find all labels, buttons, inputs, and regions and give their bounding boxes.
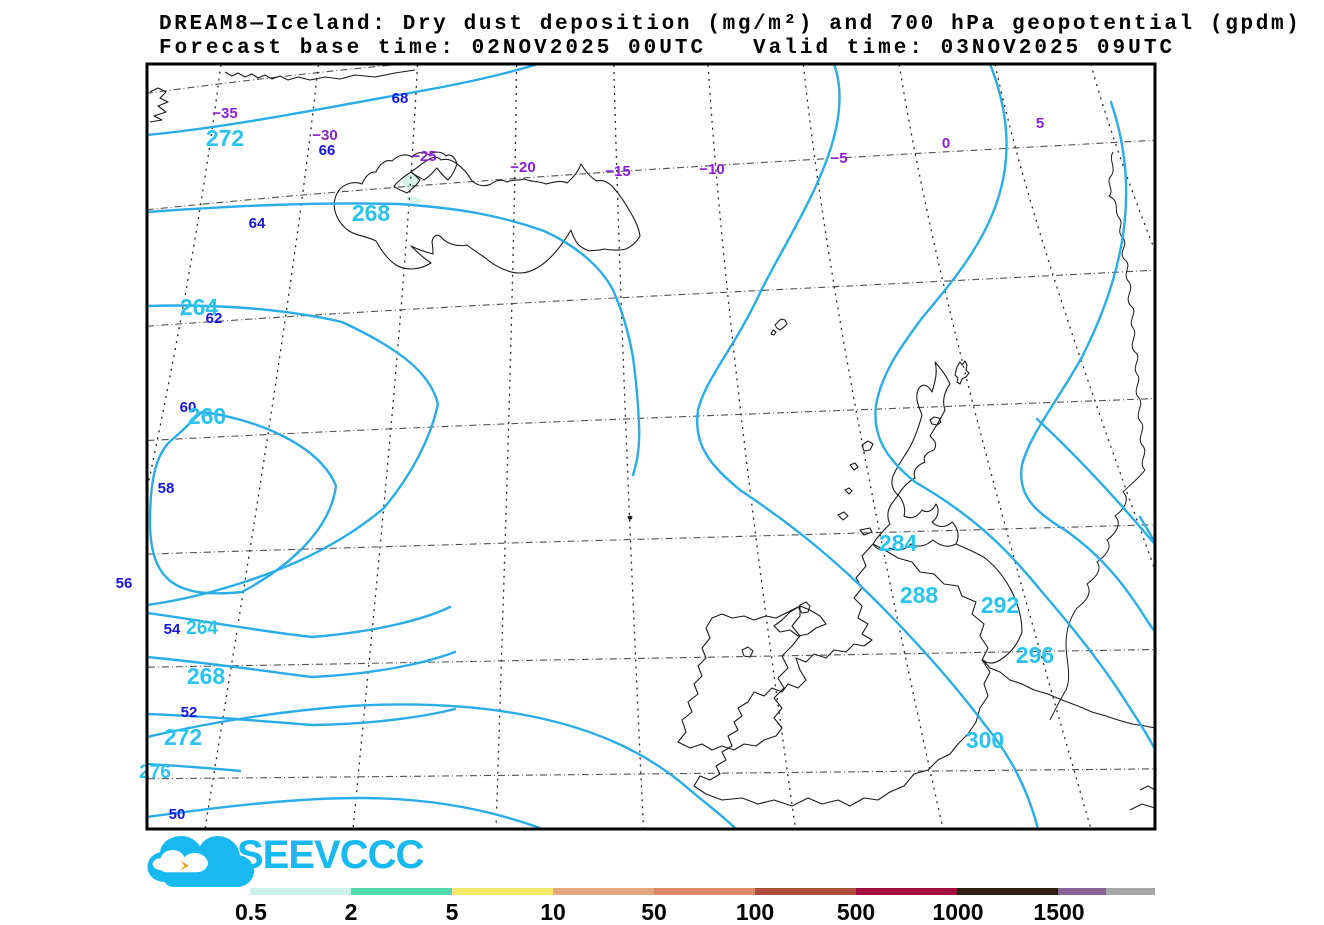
- svg-text:500: 500: [837, 899, 875, 925]
- svg-text:50: 50: [641, 899, 667, 925]
- svg-text:2: 2: [345, 899, 358, 925]
- svg-text:−5: −5: [830, 150, 847, 167]
- svg-text:292: 292: [981, 592, 1019, 618]
- svg-text:56: 56: [116, 575, 133, 592]
- svg-text:−15: −15: [605, 163, 630, 180]
- svg-text:264: 264: [186, 618, 218, 639]
- svg-text:5: 5: [1036, 115, 1044, 132]
- svg-text:260: 260: [188, 403, 226, 429]
- svg-text:264: 264: [180, 294, 219, 320]
- svg-text:0: 0: [942, 135, 950, 152]
- svg-text:SEEVCCC: SEEVCCC: [237, 833, 423, 877]
- svg-text:5: 5: [446, 899, 459, 925]
- svg-text:−35: −35: [212, 105, 237, 122]
- svg-text:1500: 1500: [1033, 899, 1084, 925]
- svg-text:284: 284: [879, 530, 918, 556]
- svg-text:50: 50: [169, 806, 186, 823]
- svg-text:272: 272: [164, 724, 202, 750]
- svg-text:100: 100: [736, 899, 774, 925]
- svg-text:268: 268: [187, 663, 226, 689]
- svg-text:296: 296: [1016, 642, 1054, 668]
- svg-text:−25: −25: [411, 148, 436, 165]
- svg-text:268: 268: [352, 200, 391, 226]
- svg-text:276: 276: [139, 762, 171, 783]
- svg-text:54: 54: [164, 621, 181, 638]
- svg-text:−20: −20: [510, 159, 535, 176]
- svg-text:−10: −10: [699, 161, 724, 178]
- svg-text:52: 52: [181, 704, 198, 721]
- svg-text:288: 288: [900, 582, 939, 608]
- svg-text:1000: 1000: [932, 899, 983, 925]
- svg-text:66: 66: [319, 142, 336, 159]
- svg-text:0.5: 0.5: [235, 899, 267, 925]
- svg-text:300: 300: [966, 727, 1004, 753]
- svg-text:272: 272: [206, 125, 244, 151]
- svg-text:10: 10: [540, 899, 566, 925]
- svg-text:64: 64: [249, 215, 266, 232]
- svg-text:58: 58: [158, 480, 175, 497]
- svg-text:68: 68: [392, 90, 409, 107]
